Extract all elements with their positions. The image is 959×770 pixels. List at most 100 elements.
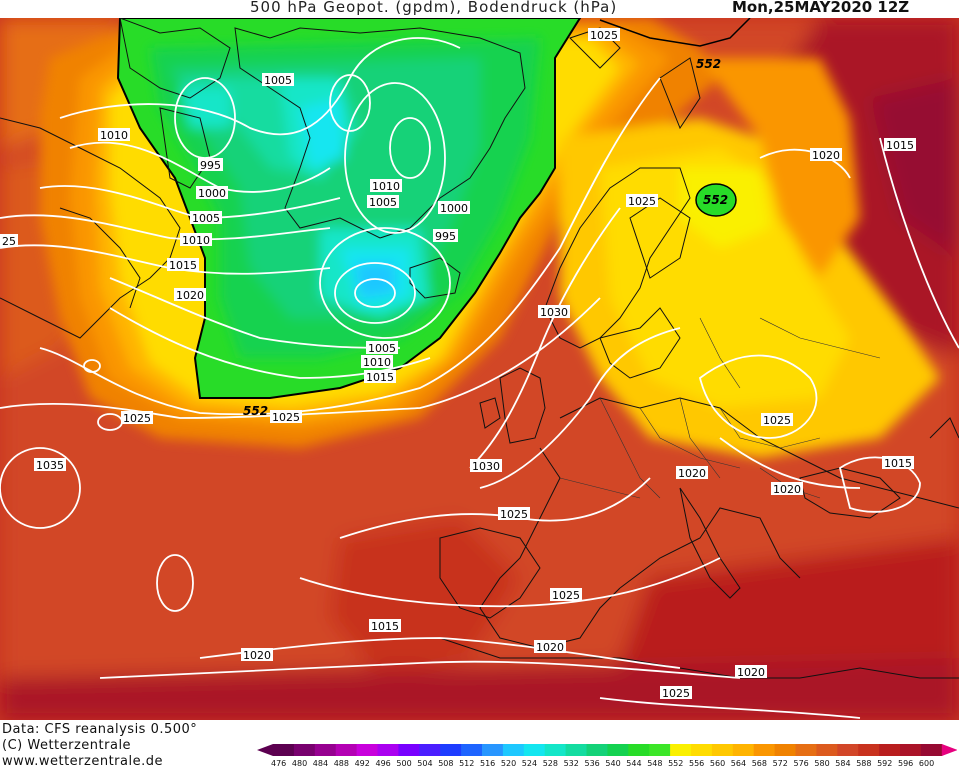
- legend-tick-label: 540: [605, 759, 620, 768]
- legend-tick-label: 500: [396, 759, 411, 768]
- legend-tick-label: 588: [856, 759, 871, 768]
- legend-swatch: [377, 744, 399, 756]
- isobar-label: 25: [0, 234, 18, 248]
- isobar-value: 1025: [590, 29, 618, 42]
- legend-swatch: [586, 744, 608, 756]
- isobar-value: 1020: [737, 666, 765, 679]
- legend-swatch: [732, 744, 755, 756]
- isobar-label: 1010: [361, 355, 393, 369]
- legend-swatch: [293, 744, 316, 756]
- legend-tick-label: 504: [417, 759, 432, 768]
- isobar-value: 1035: [36, 459, 64, 472]
- isobar-value: 1020: [536, 641, 564, 654]
- legend-swatch: [544, 744, 567, 756]
- isobar-value: 1000: [440, 202, 468, 215]
- geopotential-field: [0, 18, 959, 720]
- legend-tick-label: 488: [334, 759, 349, 768]
- legend-swatch: [670, 744, 692, 756]
- isobar-label: 1015: [882, 456, 914, 470]
- legend-tick-label: 544: [626, 759, 641, 768]
- isobar-value: 1015: [169, 259, 197, 272]
- isobar-label: 1020: [735, 665, 767, 679]
- legend-swatch: [649, 744, 671, 756]
- legend-swatch: [523, 744, 546, 756]
- isobar-value: 1000: [198, 187, 226, 200]
- isobar-label: 1035: [34, 458, 66, 472]
- legend-swatch: [691, 744, 713, 756]
- map-canvas[interactable]: 552 552 552 1025100510109951000100510101…: [0, 18, 959, 720]
- isobar-label: 1025: [626, 194, 658, 208]
- isobar-value: 1025: [763, 414, 791, 427]
- legend-swatch: [816, 744, 838, 756]
- isobar-value: 1005: [368, 342, 396, 355]
- legend-swatch: [502, 744, 525, 756]
- legend-tick-label: 524: [522, 759, 537, 768]
- isobar-value: 1020: [243, 649, 271, 662]
- legend-arrow-right: [941, 744, 957, 756]
- legend-swatch: [920, 744, 943, 756]
- valid-time: Mon,25MAY2020 12Z: [732, 0, 910, 16]
- isobar-label: 1020: [241, 648, 273, 662]
- isobar-label: 1000: [438, 201, 470, 215]
- map-header: 500 hPa Geopot. (gpdm), Bodendruck (hPa)…: [0, 0, 959, 18]
- legend-swatch: [900, 744, 922, 756]
- isobar-value: 1025: [500, 508, 528, 521]
- isobars: [0, 37, 959, 719]
- isobar-value: 1025: [552, 589, 580, 602]
- geopotential-label: 552: [703, 193, 728, 207]
- legend-swatch: [419, 744, 441, 756]
- legend-tick-label: 516: [480, 759, 495, 768]
- isobar-label: 1025: [761, 413, 793, 427]
- isobar-label: 1025: [550, 588, 582, 602]
- isobar-label: 995: [433, 229, 458, 243]
- legend-tick-label: 560: [710, 759, 725, 768]
- legend-swatch: [753, 744, 776, 756]
- isobar-value: 1030: [472, 460, 500, 473]
- legend-tick-label: 496: [376, 759, 391, 768]
- legend-swatch: [607, 744, 629, 756]
- legend-swatch: [565, 744, 587, 756]
- weather-map[interactable]: 552 552 552 1025 1005 1010 995 1000 1005 1010 1…: [0, 18, 959, 720]
- isobar-label: 1025: [270, 410, 302, 424]
- isobar-label: 1010: [98, 128, 130, 142]
- legend-tick-label: 484: [313, 759, 328, 768]
- isobar-value: 1025: [272, 411, 300, 424]
- legend-tick-label: 552: [668, 759, 683, 768]
- isobar-label: 1025: [660, 686, 692, 700]
- legend-tick-label: 580: [814, 759, 829, 768]
- legend-swatch: [774, 744, 796, 756]
- legend-tick-label: 492: [355, 759, 370, 768]
- isobar-label: 1015: [369, 619, 401, 633]
- isobar-value: 1015: [886, 139, 914, 152]
- legend-tick-label: 592: [877, 759, 892, 768]
- isobar-label: 1020: [676, 466, 708, 480]
- isobar-value: 1010: [372, 180, 400, 193]
- legend-swatch: [335, 744, 358, 756]
- isobar-value: 1020: [176, 289, 204, 302]
- legend-tick-label: 480: [292, 759, 307, 768]
- isobar-label: 1015: [364, 370, 396, 384]
- color-legend: 476 480 484 488 492 496 500 504 508 512 516 520 524 5…: [257, 744, 957, 768]
- geopotential-label: 552: [696, 57, 721, 71]
- isobar-label: 1005: [366, 341, 398, 355]
- isobar-label: 1005: [367, 195, 399, 209]
- legend-swatch: [314, 744, 337, 756]
- legend-tick-label: 536: [585, 759, 600, 768]
- data-source-text: Data: CFS reanalysis 0.500°: [2, 722, 198, 737]
- country-borders: [559, 317, 881, 499]
- isobar-label: 1010: [370, 179, 402, 193]
- isobar-value: 1025: [123, 412, 151, 425]
- map-title: 500 hPa Geopot. (gpdm), Bodendruck (hPa): [250, 0, 618, 16]
- legend-tick-label: 600: [919, 759, 934, 768]
- isobar-label: 995: [198, 158, 223, 172]
- legend-swatch: [795, 744, 817, 756]
- isobar-label: 1020: [771, 482, 803, 496]
- isobar-label: 1025: [121, 411, 153, 425]
- website-link[interactable]: www.wetterzentrale.de: [2, 754, 163, 769]
- isobar-value: 1015: [371, 620, 399, 633]
- isobar-value: 1005: [192, 212, 220, 225]
- legend-tick-label: 476: [271, 759, 286, 768]
- isobar-value: 995: [435, 230, 456, 243]
- legend-tick-label: 520: [501, 759, 516, 768]
- legend-swatch: [858, 744, 880, 756]
